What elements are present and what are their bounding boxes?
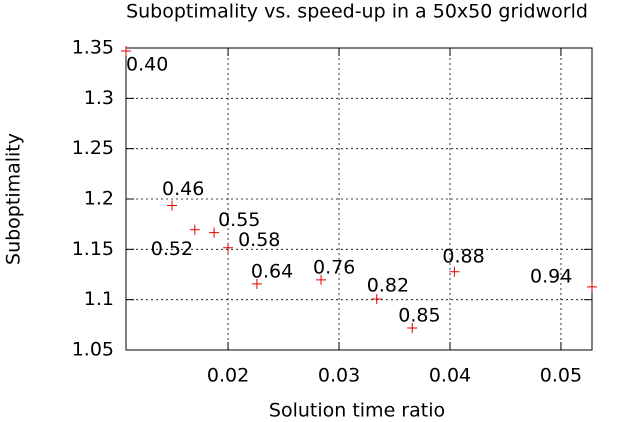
point-label: 0.82 <box>367 274 409 296</box>
y-tick-label: 1.05 <box>72 339 114 361</box>
point-label: 0.76 <box>313 256 355 278</box>
point-label: 0.46 <box>162 178 204 200</box>
y-tick-label: 1.25 <box>72 137 114 159</box>
y-tick-label: 1.35 <box>72 37 114 59</box>
point <box>587 281 597 292</box>
x-axis-label: Solution time ratio <box>269 400 445 422</box>
point <box>449 266 460 277</box>
point <box>407 323 418 334</box>
y-tick-label: 1.3 <box>84 87 114 109</box>
y-tick-label: 1.15 <box>72 238 114 260</box>
y-tick-label: 1.2 <box>84 188 114 210</box>
point-label: 0.85 <box>398 305 440 327</box>
point <box>209 227 220 238</box>
y-axis-label: Suboptimality <box>3 133 25 265</box>
point <box>121 46 131 57</box>
point-label: 0.94 <box>530 265 572 287</box>
point <box>316 274 327 285</box>
x-tick-label: 0.03 <box>318 365 360 387</box>
point <box>223 242 234 253</box>
y-tick-label: 1.1 <box>84 288 114 310</box>
point-label: 0.52 <box>151 238 193 260</box>
point <box>167 200 178 211</box>
point-label: 0.40 <box>126 54 168 76</box>
point-label: 0.55 <box>218 209 260 231</box>
point <box>189 224 200 235</box>
chart-title: Suboptimality vs. speed-up in a 50x50 gr… <box>126 1 588 23</box>
x-tick-label: 0.05 <box>540 365 582 387</box>
x-tick-label: 0.04 <box>429 365 471 387</box>
point-label: 0.64 <box>251 260 293 282</box>
point <box>251 278 262 289</box>
x-tick-label: 0.02 <box>207 365 249 387</box>
point-label: 0.88 <box>442 245 484 267</box>
point-label: 0.58 <box>238 229 280 251</box>
point <box>371 293 382 304</box>
